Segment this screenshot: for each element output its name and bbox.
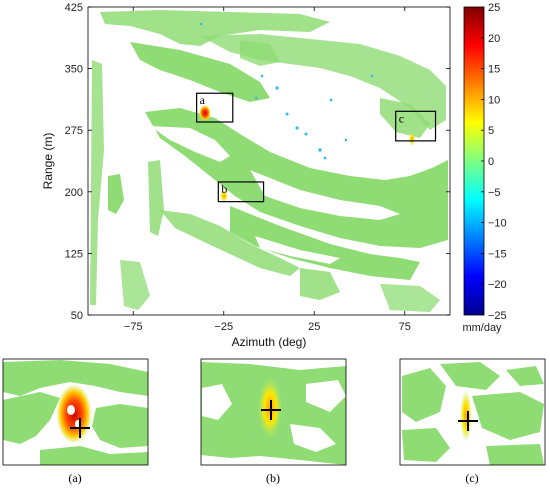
colorbar-unit: mm/day <box>462 322 502 334</box>
roi-label-a: a <box>200 93 206 107</box>
inset-c-caption: (c) <box>465 471 478 485</box>
roi-boxes: a b c <box>196 92 437 203</box>
inset-a-caption: (a) <box>68 471 81 485</box>
colorbar-tick-label: 20 <box>488 33 500 45</box>
colorbar-tick-label: −25 <box>488 310 507 322</box>
x-axis-ticks: −75 −25 25 75 <box>124 7 411 333</box>
colorbar-tick-label: −20 <box>488 279 507 291</box>
colorbar-tick-label: −10 <box>488 218 507 230</box>
colorbar-tick-label: 5 <box>488 125 494 137</box>
negative-displacement-speckle <box>199 22 374 160</box>
y-axis-label: Range (m) <box>41 133 55 190</box>
colorbar-tick-label: −15 <box>488 248 507 260</box>
colorbar-tick-label: 15 <box>488 64 500 76</box>
inset-c-crosshair <box>458 411 478 431</box>
inset-a-crosshair <box>70 418 90 438</box>
main-map: a b c −75 −25 25 75 50 125 200 275 350 425 Azimuth… <box>41 2 451 349</box>
roi-box-b <box>217 181 265 203</box>
inset-c: (c) <box>399 358 546 485</box>
y-axis-ticks: 50 125 200 275 350 425 <box>65 2 450 322</box>
inset-a-hotspot <box>56 384 92 444</box>
y-tick-label: 350 <box>65 64 83 76</box>
roi-label-b: b <box>221 182 227 196</box>
colorbar-ticks: 25 20 15 10 5 0 −5 −10 −15 −20 −25 <box>481 2 507 322</box>
roi-label-c: c <box>399 111 404 125</box>
main-map-frame <box>87 6 451 316</box>
inset-b: (b) <box>200 358 347 485</box>
hotspots <box>199 105 415 202</box>
colorbar-tick-label: −5 <box>488 187 501 199</box>
hotspot-a <box>199 105 211 121</box>
y-tick-label: 425 <box>65 2 83 14</box>
hotspot-b <box>220 190 228 202</box>
roi-box-c <box>395 110 437 142</box>
roi-box-a <box>196 92 234 123</box>
colorbar-tick-label: 10 <box>488 94 500 106</box>
x-tick-label: −75 <box>124 321 143 333</box>
x-axis-label: Azimuth (deg) <box>232 335 307 349</box>
x-tick-label: 25 <box>308 321 320 333</box>
x-tick-label: 75 <box>399 321 411 333</box>
colorbar: 25 20 15 10 5 0 −5 −10 −15 −20 −25 mm/day <box>462 2 506 334</box>
hotspot-c <box>409 132 415 146</box>
inset-a: (a) <box>2 358 149 485</box>
y-tick-label: 200 <box>65 187 83 199</box>
y-tick-label: 50 <box>71 310 83 322</box>
x-tick-label: −25 <box>214 321 233 333</box>
inset-c-hotspot <box>460 390 472 442</box>
inset-b-crosshair <box>261 400 281 420</box>
colorbar-tick-label: 0 <box>488 156 494 168</box>
y-tick-label: 275 <box>65 125 83 137</box>
inset-b-caption: (b) <box>266 471 280 485</box>
colorbar-tick-label: 25 <box>488 2 500 14</box>
y-tick-label: 125 <box>65 248 83 260</box>
